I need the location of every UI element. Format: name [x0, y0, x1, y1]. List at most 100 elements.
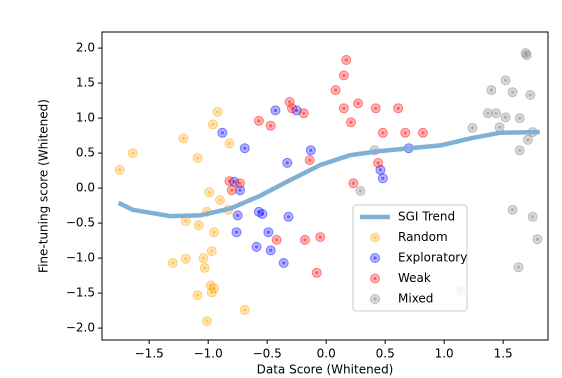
point-ring: [265, 120, 276, 131]
point-core: [232, 180, 236, 184]
point-core: [498, 125, 502, 129]
point-core: [511, 90, 515, 94]
point: [193, 220, 204, 231]
point: [199, 262, 210, 273]
legend: SGI Trend Random Exploratory Weak Mixed: [352, 204, 468, 312]
point-core: [342, 106, 346, 110]
legend-marker-core: [373, 297, 377, 301]
point-core: [184, 257, 188, 261]
point: [114, 164, 125, 175]
point-core: [511, 208, 515, 212]
point-core: [208, 283, 213, 287]
legend-label: Exploratory: [398, 251, 467, 265]
point-ring: [206, 246, 217, 257]
point-core: [421, 131, 425, 135]
point-ring: [239, 143, 250, 154]
point-ring: [353, 98, 364, 109]
point: [291, 105, 302, 116]
y-tick-label: 1.5: [76, 76, 95, 90]
point-core: [351, 181, 355, 185]
point-core: [230, 188, 234, 192]
legend-label: SGI Trend: [398, 210, 455, 224]
point: [283, 211, 294, 222]
point-ring: [270, 105, 281, 116]
point-ring: [217, 127, 228, 138]
point-core: [227, 179, 232, 183]
point-core: [184, 219, 188, 223]
point-ring: [393, 103, 404, 114]
point-core: [378, 168, 383, 172]
point: [278, 258, 289, 268]
point: [500, 75, 511, 86]
point: [330, 85, 341, 96]
point: [253, 206, 264, 217]
point-core: [282, 261, 286, 265]
point-ring: [178, 133, 189, 144]
point: [205, 280, 216, 291]
point-ring: [514, 145, 525, 156]
point-core: [525, 53, 529, 57]
point: [486, 85, 497, 96]
marks: [114, 48, 543, 327]
point: [348, 178, 359, 189]
x-tick-label: −1.0: [194, 347, 223, 361]
point-ring: [532, 234, 543, 245]
y-tick-label: 0.0: [76, 181, 95, 195]
point: [286, 103, 297, 114]
point-ring: [224, 176, 235, 187]
point-core: [503, 78, 508, 82]
point-core: [266, 230, 270, 234]
point: [513, 262, 524, 273]
point-ring: [206, 287, 217, 298]
legend-label: Weak: [398, 271, 431, 285]
point-ring: [507, 87, 518, 98]
point-core: [218, 198, 222, 202]
point: [341, 55, 352, 65]
point-core: [254, 245, 259, 249]
point-core: [286, 215, 291, 219]
point-ring: [180, 253, 191, 264]
point-ring: [520, 48, 531, 58]
point-ring: [199, 262, 210, 273]
point: [370, 103, 381, 114]
point: [527, 211, 538, 222]
point: [239, 143, 250, 154]
point: [270, 105, 281, 116]
point-ring: [207, 119, 218, 130]
point-ring: [377, 127, 388, 138]
point-core: [269, 248, 273, 252]
point-core: [118, 168, 122, 172]
x-axis-label: Data Score (Whitened): [257, 363, 394, 377]
point: [224, 138, 235, 149]
point-core: [503, 115, 508, 119]
point: [239, 304, 250, 315]
point-ring: [491, 108, 502, 119]
point: [491, 108, 502, 119]
y-tick-label: 0.5: [76, 146, 95, 160]
point-core: [342, 73, 346, 77]
legend-marker: [370, 232, 380, 243]
point-core: [257, 119, 261, 123]
point: [226, 185, 237, 196]
point-ring: [370, 103, 381, 114]
point: [377, 173, 388, 184]
plot-frame: [101, 31, 549, 341]
point-ring: [229, 176, 240, 187]
point: [377, 127, 388, 138]
point-ring: [283, 211, 294, 222]
point-ring: [304, 155, 315, 166]
point: [284, 97, 295, 107]
point-core: [470, 126, 475, 130]
point-core: [318, 235, 322, 239]
point: [417, 127, 428, 138]
point: [206, 246, 217, 257]
point-core: [309, 148, 313, 152]
point-core: [238, 181, 242, 185]
point-core: [486, 111, 490, 115]
point-core: [212, 286, 216, 290]
point-core: [212, 230, 216, 234]
point-ring: [198, 253, 209, 264]
point: [212, 106, 223, 117]
point: [224, 176, 235, 187]
